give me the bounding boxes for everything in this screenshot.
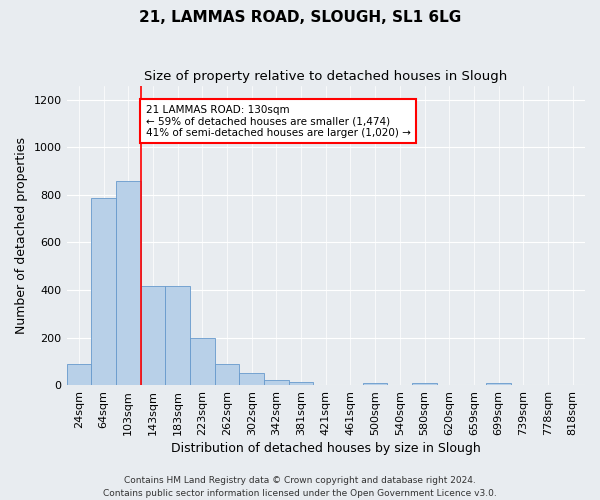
Bar: [165, 286, 190, 385]
Bar: [264, 380, 289, 385]
Bar: [289, 382, 313, 385]
Y-axis label: Number of detached properties: Number of detached properties: [15, 137, 28, 334]
Bar: [412, 382, 437, 385]
Text: 21 LAMMAS ROAD: 130sqm
← 59% of detached houses are smaller (1,474)
41% of semi-: 21 LAMMAS ROAD: 130sqm ← 59% of detached…: [146, 104, 410, 138]
Title: Size of property relative to detached houses in Slough: Size of property relative to detached ho…: [144, 70, 508, 83]
Bar: [215, 364, 239, 385]
Bar: [486, 382, 511, 385]
Bar: [140, 286, 165, 385]
Bar: [190, 338, 215, 385]
Bar: [239, 373, 264, 385]
Bar: [363, 382, 388, 385]
X-axis label: Distribution of detached houses by size in Slough: Distribution of detached houses by size …: [171, 442, 481, 455]
Bar: [116, 180, 140, 385]
Text: 21, LAMMAS ROAD, SLOUGH, SL1 6LG: 21, LAMMAS ROAD, SLOUGH, SL1 6LG: [139, 10, 461, 25]
Bar: [91, 198, 116, 385]
Text: Contains HM Land Registry data © Crown copyright and database right 2024.
Contai: Contains HM Land Registry data © Crown c…: [103, 476, 497, 498]
Bar: [67, 364, 91, 385]
